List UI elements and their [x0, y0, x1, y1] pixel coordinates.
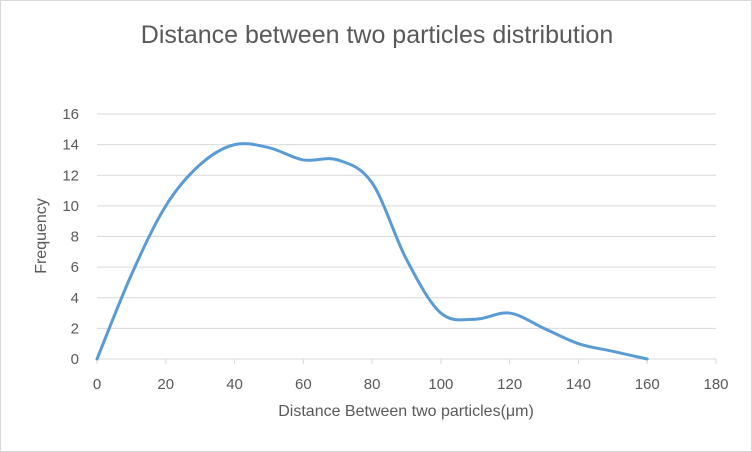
x-tick-label-140: 140	[566, 376, 591, 393]
x-tick-label-100: 100	[428, 376, 453, 393]
y-tick-label-6: 6	[71, 259, 79, 276]
y-axis-title: Frequency	[33, 198, 50, 274]
x-tick-label-120: 120	[497, 376, 522, 393]
x-tick-label-180: 180	[703, 376, 728, 393]
x-tick-label-80: 80	[364, 376, 381, 393]
x-tick-label-0: 0	[93, 376, 101, 393]
y-tick-label-8: 8	[71, 229, 79, 246]
x-axis-title: Distance Between two particles(μm)	[278, 403, 534, 420]
x-tick-label-160: 160	[635, 376, 660, 393]
y-tick-label-0: 0	[71, 351, 79, 368]
y-tick-label-2: 2	[71, 320, 79, 337]
y-tick-label-4: 4	[71, 290, 79, 307]
x-tick-label-40: 40	[226, 376, 243, 393]
y-tick-label-14: 14	[62, 137, 79, 154]
x-tick-label-60: 60	[295, 376, 312, 393]
y-tick-label-16: 16	[62, 106, 79, 123]
y-tick-label-10: 10	[62, 198, 79, 215]
x-tick-label-20: 20	[157, 376, 174, 393]
chart-title: Distance between two particles distribut…	[140, 21, 614, 49]
y-tick-label-12: 12	[62, 167, 79, 184]
series-line-0	[95, 142, 649, 361]
